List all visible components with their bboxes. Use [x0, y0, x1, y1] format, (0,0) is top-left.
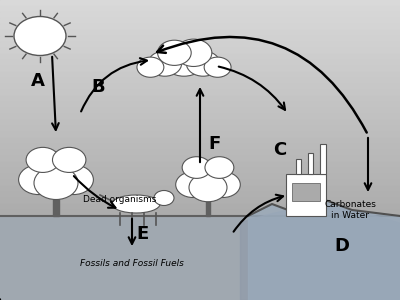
Bar: [0, 66, 400, 72]
Bar: [292, 183, 320, 201]
Circle shape: [176, 172, 210, 197]
Bar: [0, 252, 400, 258]
Bar: [0, 186, 400, 192]
Circle shape: [52, 147, 86, 172]
Bar: [0, 150, 400, 156]
Bar: [0, 114, 400, 120]
Bar: [0, 102, 400, 108]
Circle shape: [189, 173, 227, 202]
Circle shape: [26, 147, 60, 172]
Bar: [0, 36, 400, 42]
Bar: [0, 6, 400, 12]
Bar: [0, 258, 400, 264]
Bar: [0, 30, 400, 36]
Bar: [0, 96, 400, 102]
Bar: [0, 168, 400, 174]
Bar: [0, 108, 400, 114]
Text: F: F: [208, 135, 220, 153]
Circle shape: [18, 165, 58, 194]
Bar: [0, 138, 400, 144]
Bar: [0, 48, 400, 54]
Circle shape: [137, 57, 164, 77]
Circle shape: [158, 40, 191, 65]
Circle shape: [34, 167, 78, 200]
Bar: [0, 294, 400, 300]
Bar: [0, 276, 400, 282]
Circle shape: [186, 51, 220, 76]
Bar: [0, 60, 400, 66]
Bar: [0, 12, 400, 18]
Circle shape: [162, 44, 206, 76]
Bar: [0, 192, 400, 198]
Circle shape: [206, 172, 240, 197]
Bar: [0, 156, 400, 162]
Bar: [206, 193, 210, 216]
Text: B: B: [91, 78, 105, 96]
Text: C: C: [273, 141, 287, 159]
Bar: [0, 210, 400, 216]
Bar: [0, 54, 400, 60]
Bar: [0, 72, 400, 78]
Text: D: D: [334, 237, 350, 255]
Text: Dead organisms: Dead organisms: [83, 195, 157, 204]
Bar: [0, 282, 400, 288]
Bar: [0, 90, 400, 96]
Circle shape: [154, 190, 174, 206]
Bar: [0, 162, 400, 168]
Bar: [0, 174, 400, 180]
Bar: [320, 144, 326, 174]
Circle shape: [54, 165, 94, 194]
Bar: [0, 246, 400, 252]
Bar: [0, 78, 400, 84]
Bar: [0, 264, 400, 270]
Text: Fossils and Fossil Fuels: Fossils and Fossil Fuels: [80, 260, 184, 268]
Circle shape: [175, 39, 212, 67]
Bar: [308, 153, 313, 174]
Circle shape: [148, 51, 182, 76]
Text: Carbonates
in Water: Carbonates in Water: [324, 200, 376, 220]
Bar: [0, 234, 400, 240]
Text: E: E: [136, 225, 148, 243]
Circle shape: [32, 152, 80, 188]
Bar: [0, 216, 400, 222]
FancyArrow shape: [0, 299, 1, 300]
Bar: [0, 222, 400, 228]
Circle shape: [187, 160, 229, 192]
Bar: [0, 18, 400, 24]
Bar: [0, 132, 400, 138]
Bar: [0, 228, 400, 234]
Bar: [0, 180, 400, 186]
Bar: [0, 240, 400, 246]
Bar: [0, 84, 400, 90]
Bar: [286, 174, 326, 216]
Bar: [296, 159, 301, 174]
Bar: [0, 0, 400, 6]
Bar: [0, 144, 400, 150]
Bar: [0, 126, 400, 132]
Circle shape: [205, 157, 234, 178]
Circle shape: [14, 16, 66, 56]
Bar: [0, 24, 400, 30]
Circle shape: [204, 57, 231, 77]
Text: A: A: [31, 72, 45, 90]
Bar: [0, 198, 400, 204]
Bar: [53, 190, 59, 216]
Ellipse shape: [112, 195, 160, 213]
Circle shape: [182, 157, 211, 178]
Bar: [0, 288, 400, 294]
Bar: [0, 120, 400, 126]
Bar: [0, 204, 400, 210]
Bar: [0, 42, 400, 48]
Bar: [0, 270, 400, 276]
